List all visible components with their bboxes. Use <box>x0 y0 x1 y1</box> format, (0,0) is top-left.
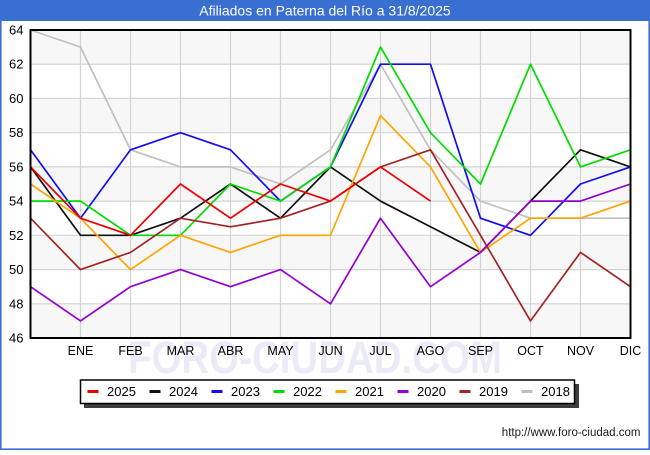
svg-text:50: 50 <box>9 262 23 277</box>
svg-text:MAY: MAY <box>267 344 294 358</box>
svg-text:2024: 2024 <box>169 384 198 399</box>
svg-text:NOV: NOV <box>567 344 595 358</box>
svg-text:54: 54 <box>9 194 23 209</box>
svg-text:OCT: OCT <box>517 344 544 358</box>
svg-text:ENE: ENE <box>68 344 94 358</box>
svg-text:http://www.foro-ciudad.com: http://www.foro-ciudad.com <box>502 427 641 439</box>
svg-text:2020: 2020 <box>417 384 446 399</box>
svg-text:AGO: AGO <box>417 344 445 358</box>
svg-text:56: 56 <box>9 159 23 174</box>
svg-text:60: 60 <box>9 91 23 106</box>
svg-text:JUN: JUN <box>318 344 342 358</box>
svg-text:2018: 2018 <box>541 384 570 399</box>
svg-text:52: 52 <box>9 228 23 243</box>
svg-text:SEP: SEP <box>468 344 493 358</box>
svg-text:58: 58 <box>9 125 23 140</box>
svg-text:2022: 2022 <box>293 384 322 399</box>
svg-text:FEB: FEB <box>118 344 142 358</box>
svg-text:MAR: MAR <box>167 344 195 358</box>
svg-text:FORO-CIUDAD.COM: FORO-CIUDAD.COM <box>128 332 502 383</box>
svg-text:48: 48 <box>9 296 23 311</box>
svg-text:ABR: ABR <box>218 344 244 358</box>
svg-text:Afiliados en Paterna del Río a: Afiliados en Paterna del Río a 31/8/2025 <box>199 3 451 19</box>
svg-text:2021: 2021 <box>355 384 384 399</box>
svg-text:62: 62 <box>9 57 23 72</box>
svg-text:64: 64 <box>9 23 23 38</box>
svg-text:JUL: JUL <box>369 344 391 358</box>
svg-text:46: 46 <box>9 331 23 346</box>
svg-text:2019: 2019 <box>479 384 508 399</box>
svg-text:DIC: DIC <box>620 344 642 358</box>
svg-text:2025: 2025 <box>107 384 136 399</box>
svg-text:2023: 2023 <box>231 384 260 399</box>
